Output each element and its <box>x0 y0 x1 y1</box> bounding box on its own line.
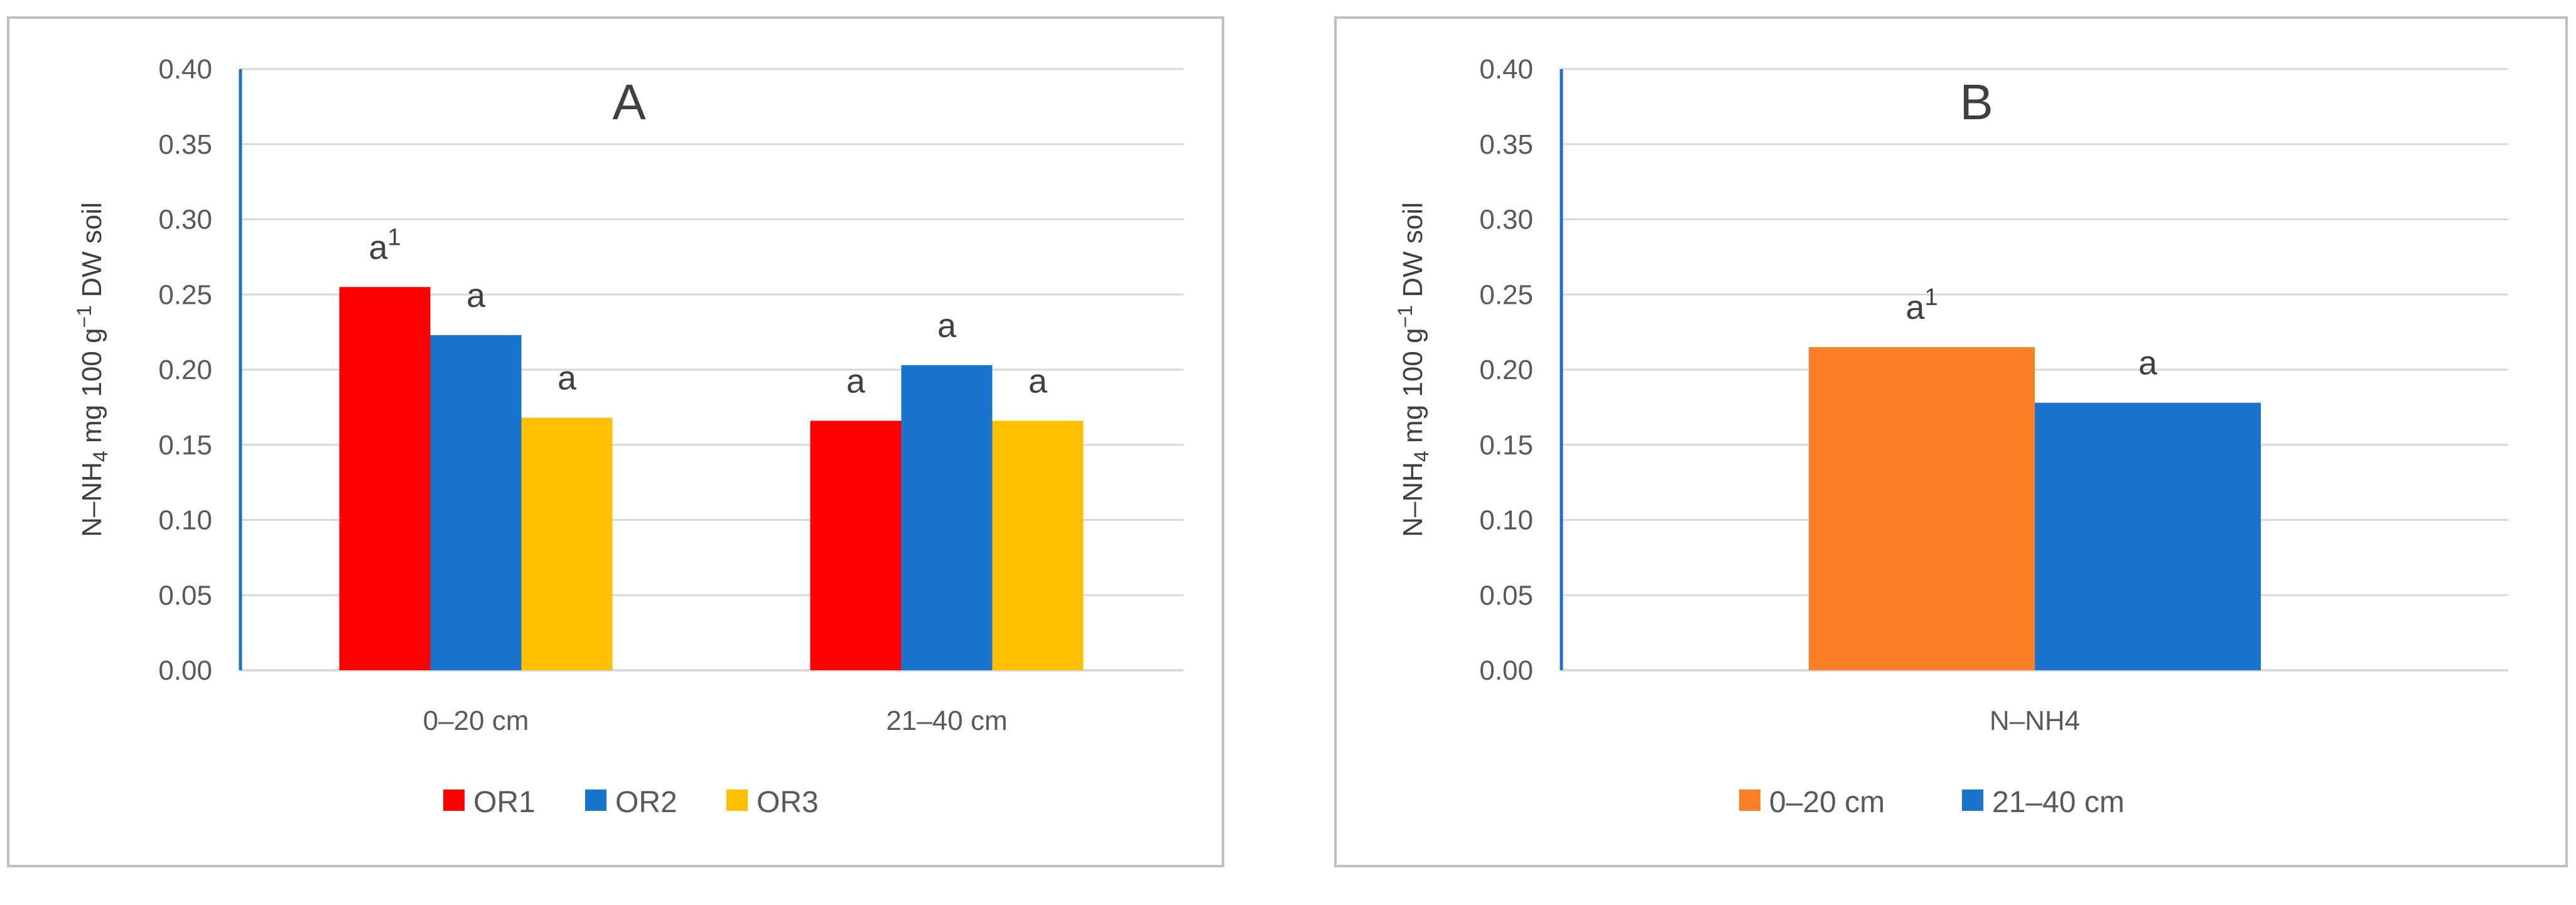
y-axis-title: N–NH4 mg 100 g−1 DW soil <box>1394 202 1433 537</box>
y-tick-label: 0.15 <box>1479 430 1533 461</box>
data-label-letter: a <box>369 228 388 266</box>
y-tick-label: 0.40 <box>1479 54 1533 85</box>
y-axis-title-subscript: 4 <box>89 451 112 462</box>
legend-entry: 0–20 cm <box>1769 786 1885 819</box>
legend-swatch <box>443 790 465 811</box>
y-tick-label: 0.05 <box>1479 580 1533 611</box>
data-label-letter: a <box>937 307 957 345</box>
y-tick-label: 0.20 <box>158 355 212 385</box>
y-tick-label: 0.10 <box>1479 505 1533 536</box>
y-tick-label: 0.30 <box>1479 205 1533 235</box>
y-axis-title-part: N–NH <box>77 462 107 537</box>
y-axis-title-part: mg 100 g <box>1398 328 1428 451</box>
data-label-letter: a <box>2138 345 2158 382</box>
y-axis-title: N–NH4 mg 100 g−1 DW soil <box>73 202 112 537</box>
bar-21-40-cm <box>2035 402 2261 670</box>
data-label: a <box>466 277 486 314</box>
y-tick-label: 0.00 <box>1479 655 1533 686</box>
y-tick-label: 0.15 <box>158 430 212 461</box>
legend-swatch <box>1962 790 1983 811</box>
y-tick-label: 0.05 <box>158 580 212 611</box>
data-label: a <box>937 307 957 345</box>
y-tick-label: 0.10 <box>158 505 212 536</box>
y-axis-title-part: mg 100 g <box>77 328 107 451</box>
y-axis-title-part: N–NH <box>1398 462 1428 537</box>
data-label: a <box>1028 362 1048 400</box>
y-tick-label: 0.25 <box>158 279 212 310</box>
legend-entry: OR2 <box>615 786 677 819</box>
bar-or3 <box>521 417 613 670</box>
x-tick-label: 0–20 cm <box>423 705 529 736</box>
legend-swatch <box>1739 790 1760 811</box>
y-tick-label: 0.25 <box>1479 279 1533 310</box>
data-label-letter: a <box>1028 362 1048 400</box>
y-tick-label: 0.40 <box>158 54 212 85</box>
data-label-letter: a <box>846 362 866 400</box>
legend-swatch <box>585 790 606 811</box>
y-axis-title-superscript: −1 <box>73 305 95 328</box>
chart-panel-a: 0.00 0.05 0.10 0.15 0.20 0.25 0.30 0.35 0.40 N–NH… <box>7 16 1224 867</box>
chart-panel-b: 0.00 0.05 0.10 0.15 0.20 0.25 0.30 0.35 0.40 N–NH… <box>1334 16 2568 867</box>
data-label-superscript: 1 <box>387 224 401 250</box>
y-axis-title-part: DW soil <box>77 202 107 305</box>
data-label: a <box>2138 345 2158 382</box>
data-label: a1 <box>369 224 401 266</box>
bar-or1 <box>810 420 902 670</box>
data-label-letter: a <box>466 277 486 314</box>
y-tick-label: 0.30 <box>158 205 212 235</box>
data-label: a1 <box>1905 284 1937 326</box>
bar-or1 <box>339 287 431 670</box>
legend-entry: 21–40 cm <box>1992 786 2125 819</box>
data-label: a <box>846 362 866 400</box>
legend-swatch <box>726 790 748 811</box>
y-tick-label: 0.20 <box>1479 355 1533 385</box>
y-tick-label: 0.35 <box>1479 129 1533 160</box>
panel-label: A <box>612 74 646 130</box>
x-tick-label: N–NH4 <box>1990 705 2080 736</box>
y-axis-title-part: DW soil <box>1398 202 1428 305</box>
legend-entry: OR1 <box>473 786 536 819</box>
x-tick-label: 21–40 cm <box>886 705 1007 736</box>
data-label-superscript: 1 <box>1924 284 1937 311</box>
y-axis-title-superscript: −1 <box>1394 305 1416 328</box>
data-label: a <box>558 360 577 397</box>
data-label-letter: a <box>558 360 577 397</box>
bar-or2 <box>901 365 993 670</box>
bar-0-20-cm <box>1809 347 2035 670</box>
y-tick-label: 0.00 <box>158 655 212 686</box>
y-tick-label: 0.35 <box>158 129 212 160</box>
bar-or3 <box>992 420 1084 670</box>
legend-entry: OR3 <box>757 786 819 819</box>
panel-label: B <box>1959 74 1993 130</box>
data-label-letter: a <box>1905 289 1925 326</box>
bar-or2 <box>430 335 522 670</box>
y-axis-title-subscript: 4 <box>1410 451 1433 462</box>
